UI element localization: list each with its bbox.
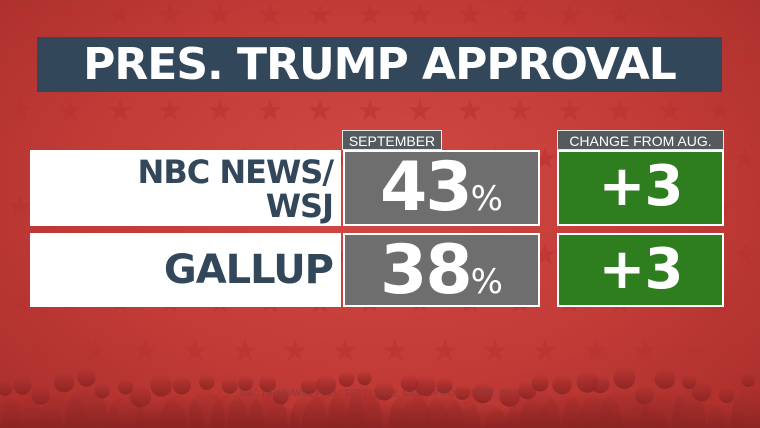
pollster-label-line2: WSJ — [265, 187, 334, 225]
change-value-nbc: +3 — [557, 150, 724, 226]
pollster-label-gallup: GALLUP — [30, 233, 341, 307]
approval-number: 38 — [380, 231, 473, 310]
percent-sign: % — [470, 262, 503, 302]
crowd-silhouette — [0, 367, 760, 428]
source-footnote: NBC NEWS/WSJ POLL: SEPT. 14-18; GALLUP P… — [240, 388, 523, 398]
pollster-label-nbc: NBC NEWS/ WSJ — [30, 150, 341, 226]
page-title: PRES. TRUMP APPROVAL — [37, 37, 722, 92]
approval-value-nbc: 43% — [343, 150, 540, 226]
pollster-label-line1: NBC NEWS/ — [137, 153, 334, 191]
percent-sign: % — [470, 179, 503, 219]
approval-number: 43 — [380, 148, 473, 227]
approval-value-gallup: 38% — [343, 233, 540, 307]
september-header: SEPTEMBER — [342, 130, 442, 150]
change-header: CHANGE FROM AUG. — [557, 130, 724, 150]
change-value-gallup: +3 — [557, 233, 724, 307]
